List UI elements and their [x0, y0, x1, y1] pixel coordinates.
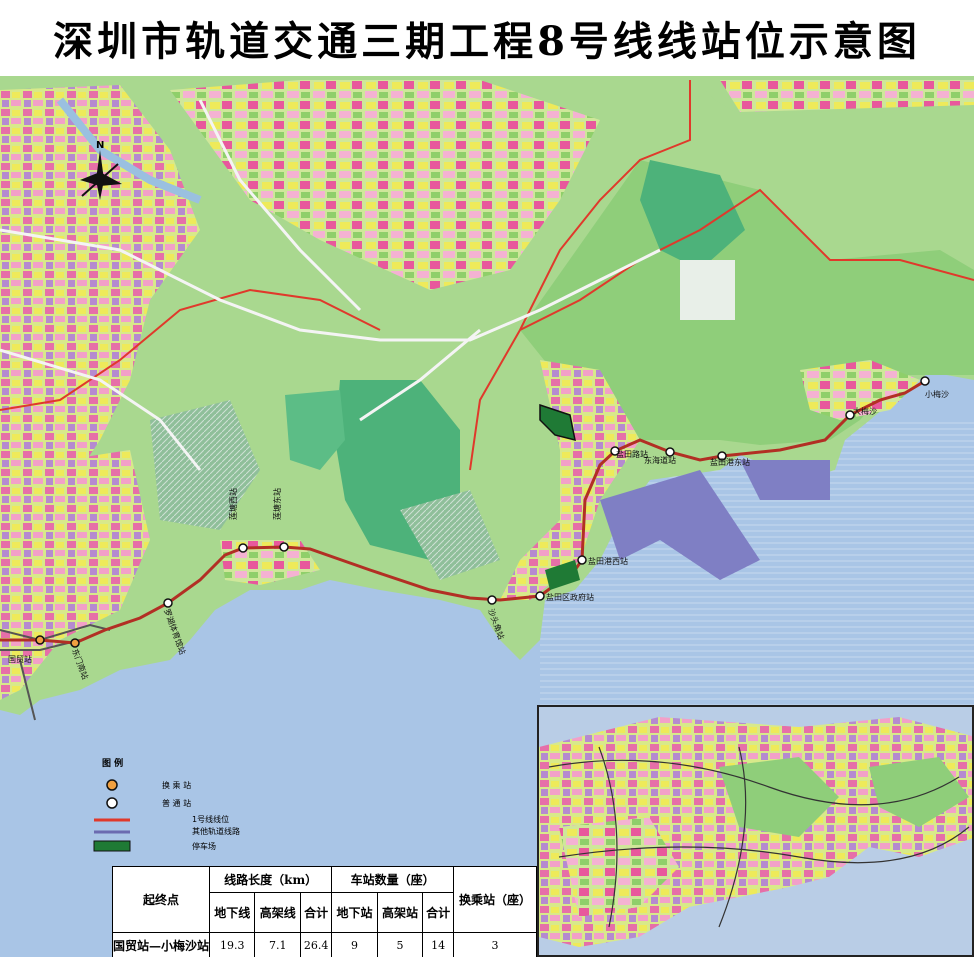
depot — [539, 403, 576, 442]
hatched-area-west — [150, 400, 260, 530]
line-route-icon — [94, 818, 130, 821]
legend-item-interchange: 换 乘 站 — [92, 778, 191, 792]
legend-item-line: 1号线线位 — [92, 814, 229, 825]
urban-dameisha — [800, 360, 920, 420]
forest-east — [640, 160, 745, 270]
interchange-station-icon — [106, 779, 118, 791]
underground-station-header: 地下站 — [331, 892, 378, 933]
cell-underground-km: 19.3 — [208, 932, 256, 957]
legend-label: 其他轨道线路 — [192, 827, 240, 836]
col-origin-header: 起终点 — [112, 866, 210, 933]
legend-item-normal: 普 通 站 — [92, 796, 191, 810]
station-marker — [610, 446, 620, 456]
stations-group-header: 车站数量（座） — [331, 866, 454, 893]
urban-yantian — [500, 360, 640, 600]
station-marker — [717, 451, 727, 461]
cell-total-km: 26.4 — [299, 932, 333, 957]
station-label: 盐田港东站 — [710, 457, 750, 467]
quarry — [680, 260, 735, 320]
station-marker — [487, 595, 497, 605]
total-station-header: 合计 — [422, 892, 454, 933]
station-marker — [577, 555, 587, 565]
station-label: 小梅沙 — [925, 389, 949, 399]
cell-origin: 国贸站—小梅沙站 — [112, 932, 210, 957]
station-marker — [665, 447, 675, 457]
elevated-line-header: 高架线 — [254, 892, 301, 933]
station-label: 莲塘东站 — [272, 488, 282, 520]
elevated-station-header: 高架站 — [376, 892, 424, 933]
other-rail-icon — [94, 830, 130, 833]
urban-north — [170, 80, 600, 290]
station-label: 盐田区政府站 — [546, 592, 594, 602]
table-row: 国贸站—小梅沙站 19.3 7.1 26.4 9 5 14 3 — [112, 932, 537, 957]
station-label: 盐田路站 — [616, 449, 648, 459]
legend-label: 1号线线位 — [192, 815, 230, 824]
legend-item-depot: 停车场 — [92, 840, 216, 852]
urban-northeast — [720, 80, 974, 112]
cell-elevated-km: 7.1 — [254, 932, 301, 957]
station-label: 盐田港西站 — [588, 556, 628, 566]
station-marker — [238, 543, 248, 553]
station-label: 莲塘西站 — [228, 488, 238, 520]
hatched-area-south — [400, 490, 500, 580]
normal-station-icon — [106, 797, 118, 809]
legend: 图 例 换 乘 站 普 通 站 1号线线位 其他轨道线路 停车场 — [92, 756, 302, 866]
legend-label: 换 乘 站 — [162, 780, 192, 790]
cell-total-stations: 14 — [422, 932, 454, 957]
depot-icon — [93, 840, 131, 852]
roads — [0, 99, 661, 471]
north-arrow-icon: N — [80, 140, 122, 200]
total-length-header: 合计 — [299, 892, 333, 933]
station-label: 东海道站 — [644, 455, 676, 465]
cell-interchange-stations: 3 — [453, 932, 537, 957]
station-marker — [535, 591, 545, 601]
depot-yantian — [545, 560, 580, 590]
statistics-table: 起终点 线路长度（km） 车站数量（座） 换乘站（座） 地下线 高架线 合计 地… — [112, 866, 537, 957]
length-group-header: 线路长度（km） — [208, 866, 333, 893]
port-east-pier — [740, 460, 830, 500]
interchange-header: 换乘站（座） — [453, 866, 537, 933]
station-label: 大梅沙 — [853, 406, 877, 416]
station-label: 国贸站 — [8, 654, 32, 664]
cell-underground-stations: 9 — [331, 932, 378, 957]
legend-label: 普 通 站 — [162, 798, 192, 808]
highway — [56, 97, 202, 204]
legend-item-other-rail: 其他轨道线路 — [92, 826, 240, 837]
station-marker — [163, 598, 173, 608]
forest-west — [285, 390, 345, 470]
interchange-station-marker — [35, 635, 45, 645]
station-marker — [920, 376, 930, 386]
port-piers — [600, 470, 760, 580]
district-border — [0, 80, 974, 471]
page-title: 深圳市轨道交通三期工程8号线线站位示意图 — [0, 0, 974, 76]
inset-map-canvas — [539, 707, 972, 955]
station-marker — [279, 542, 289, 552]
cell-elevated-stations: 5 — [376, 932, 424, 957]
interchange-station-marker — [70, 638, 80, 648]
underground-line-header: 地下线 — [208, 892, 256, 933]
legend-label: 停车场 — [192, 841, 216, 851]
station-marker — [845, 410, 855, 420]
north-label: N — [96, 140, 104, 151]
legend-heading: 图 例 — [102, 759, 124, 769]
inset-overview-map — [537, 705, 974, 957]
